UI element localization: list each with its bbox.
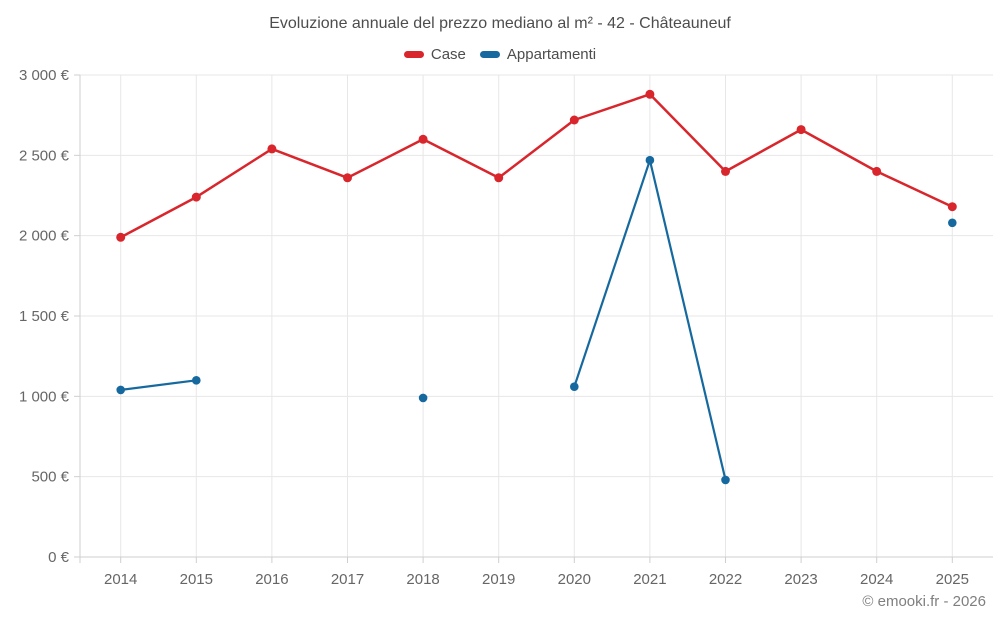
gridlines	[80, 74, 993, 558]
case-point-2024	[872, 166, 882, 176]
appartamenti-point-2022	[721, 475, 730, 485]
case-point-2016	[267, 144, 277, 154]
svg-text:2023: 2023	[784, 571, 817, 588]
series	[116, 89, 957, 485]
case-point-2018	[418, 134, 428, 144]
appartamenti-line	[121, 160, 953, 480]
svg-text:2024: 2024	[860, 571, 893, 588]
case-point-2020	[569, 115, 579, 125]
appartamenti-point-2015	[192, 376, 201, 385]
copyright-credit: © emooki.fr - 2026	[862, 593, 986, 610]
case-point-2023	[796, 125, 806, 135]
svg-text:500 €: 500 €	[31, 469, 69, 486]
case-point-2021	[645, 89, 655, 99]
appartamenti-point-2018	[418, 393, 428, 403]
svg-text:2022: 2022	[709, 571, 742, 588]
svg-text:2019: 2019	[482, 571, 515, 588]
case-line	[119, 93, 954, 239]
axis-labels: 0 € 500 € 1 000 € 1 500 € 2 000 € 2 500 € 3 00…	[19, 67, 969, 588]
appartamenti-point-2020	[570, 382, 579, 392]
svg-text:2021: 2021	[633, 571, 666, 588]
case-point-2017	[343, 173, 352, 183]
legend-label-appartamenti: Appartamenti	[506, 46, 597, 63]
svg-text:2014: 2014	[104, 571, 137, 588]
legend-label-case: Case	[430, 46, 466, 63]
svg-text:2020: 2020	[558, 571, 591, 588]
chart-title: Evoluzione annuale del prezzo mediano al…	[269, 15, 731, 32]
svg-text:1 000 €: 1 000 €	[19, 388, 70, 405]
svg-text:0 €: 0 €	[48, 549, 70, 566]
legend-item-appartamenti[interactable]: Appartamenti	[479, 46, 597, 63]
svg-text:2 000 €: 2 000 €	[19, 228, 70, 245]
svg-text:2025: 2025	[936, 571, 969, 588]
case-point-2015	[191, 192, 201, 202]
case-point-2022	[721, 166, 730, 176]
svg-text:2015: 2015	[180, 571, 213, 588]
legend: Case Appartamenti	[0, 46, 1000, 63]
appartamenti-series	[116, 155, 957, 485]
axes	[74, 74, 993, 563]
svg-text:2018: 2018	[406, 571, 439, 588]
case-point-2014	[116, 232, 126, 242]
svg-text:2016: 2016	[255, 571, 288, 588]
appartamenti-point-2021	[645, 155, 655, 165]
case-point-2025	[947, 202, 957, 212]
svg-text:3 000 €: 3 000 €	[19, 67, 70, 84]
appartamenti-point-2014	[116, 385, 125, 395]
svg-text:2 500 €: 2 500 €	[19, 147, 70, 164]
svg-text:2017: 2017	[331, 571, 364, 588]
case-point-2019	[494, 173, 504, 183]
case-series-swatch-icon	[403, 51, 424, 58]
appartamenti-series-swatch-icon	[479, 51, 500, 58]
case-series	[116, 89, 957, 242]
svg-text:1 500 €: 1 500 €	[19, 308, 70, 325]
legend-item-case[interactable]: Case	[403, 46, 466, 63]
appartamenti-point-2025	[948, 218, 957, 228]
